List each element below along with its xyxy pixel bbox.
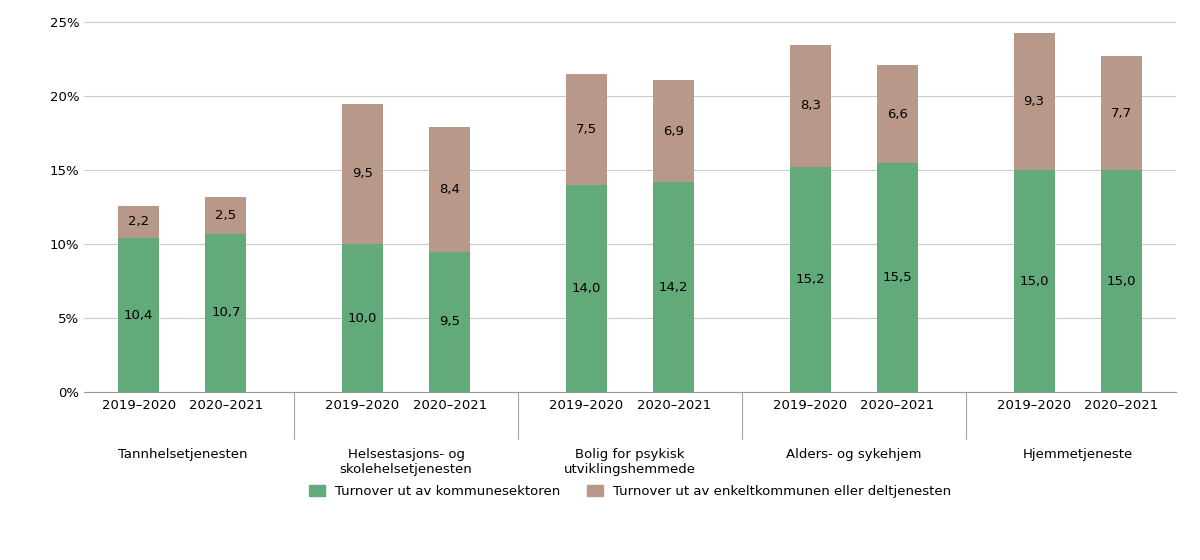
Text: 2,5: 2,5 [215,209,236,222]
Bar [566,74,607,185]
Bar [1100,170,1142,392]
Bar [1014,32,1055,170]
Text: 10,4: 10,4 [124,309,154,321]
Bar [342,104,383,244]
Text: 9,5: 9,5 [439,315,461,328]
Bar [790,45,830,167]
Bar [205,234,246,392]
Bar [1100,57,1142,170]
Bar [342,244,383,392]
Text: 15,2: 15,2 [796,273,824,286]
Text: Bolig for psykisk
utviklingshemmede: Bolig for psykisk utviklingshemmede [564,448,696,476]
Text: 15,5: 15,5 [883,271,912,284]
Text: Helsestasjons- og
skolehelsetjenesten: Helsestasjons- og skolehelsetjenesten [340,448,473,476]
Text: 15,0: 15,0 [1106,274,1136,288]
Text: 14,0: 14,0 [571,282,601,295]
Bar [1014,170,1055,392]
Legend: Turnover ut av kommunesektoren, Turnover ut av enkeltkommunen eller deltjenesten: Turnover ut av kommunesektoren, Turnover… [304,480,956,503]
Bar [653,182,694,392]
Bar [790,167,830,392]
Bar [566,185,607,392]
Text: 6,9: 6,9 [664,124,684,138]
Text: 9,3: 9,3 [1024,95,1044,108]
Text: 10,7: 10,7 [211,306,241,319]
Text: 7,5: 7,5 [576,123,596,136]
Text: Tannhelsetjenesten: Tannhelsetjenesten [118,448,247,461]
Bar [118,206,160,238]
Text: 14,2: 14,2 [659,281,689,293]
Bar [877,163,918,392]
Bar [118,238,160,392]
Text: 6,6: 6,6 [887,108,908,120]
Text: Hjemmetjeneste: Hjemmetjeneste [1022,448,1133,461]
Bar [653,80,694,182]
Text: 9,5: 9,5 [352,167,373,180]
Bar [205,197,246,234]
Bar [430,251,470,392]
Bar [430,127,470,251]
Text: 10,0: 10,0 [348,311,377,325]
Text: 8,3: 8,3 [799,100,821,113]
Text: 7,7: 7,7 [1111,107,1132,120]
Text: 8,4: 8,4 [439,183,461,196]
Text: 15,0: 15,0 [1019,274,1049,288]
Bar [877,66,918,163]
Text: Alders- og sykehjem: Alders- og sykehjem [786,448,922,461]
Text: 2,2: 2,2 [128,216,149,228]
